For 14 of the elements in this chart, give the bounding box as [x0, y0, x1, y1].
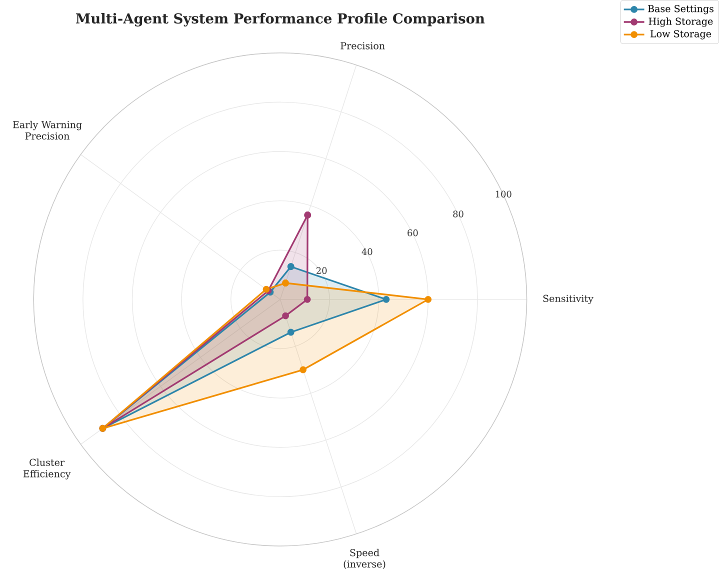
y-tick-label: 40 — [362, 248, 372, 256]
spoke-label: Sensitivity — [543, 294, 594, 304]
spoke-label: Cluster Efficiency — [23, 458, 71, 480]
legend-label: Low Storage — [650, 30, 712, 40]
spoke-label: Speed (inverse) — [344, 549, 386, 570]
y-tick-label: 100 — [496, 190, 512, 198]
spoke-label: Early Warning Precision — [12, 121, 82, 140]
y-tick-label: 20 — [316, 267, 327, 274]
y-tick-label: 80 — [453, 210, 464, 218]
legend-label: High Storage — [648, 18, 713, 28]
text: Multi-Agent System Performance Profile Comparison — [76, 13, 485, 27]
spoke-label: Precision — [340, 42, 385, 50]
legend-label: Base Settings — [648, 5, 714, 14]
y-tick-label: 60 — [408, 230, 418, 236]
